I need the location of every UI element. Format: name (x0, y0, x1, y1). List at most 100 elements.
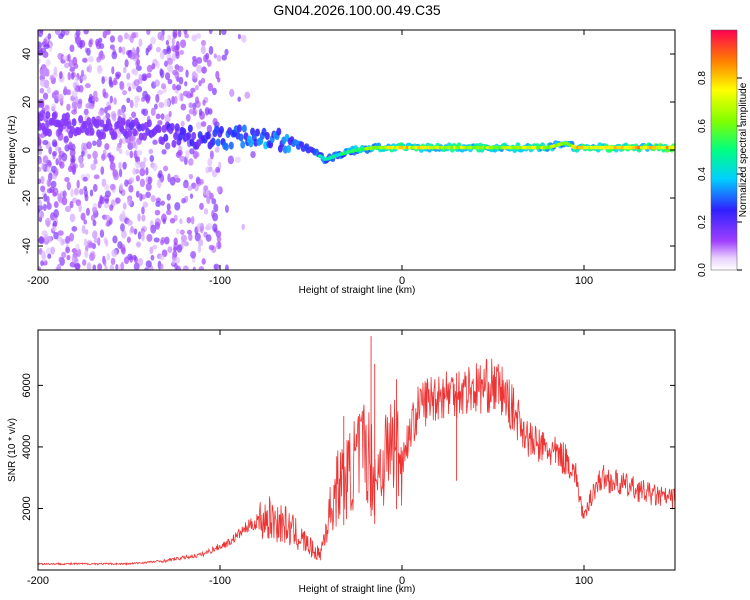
spectrogram-noise-point (127, 253, 133, 261)
spectrogram-noise-point (82, 57, 88, 63)
spectrogram-noise-point (63, 135, 69, 143)
spectrogram-noise-point (66, 103, 71, 111)
spectrogram-noise-point (207, 157, 213, 167)
spectrogram-noise-point (185, 69, 189, 78)
spectrogram-noise-point (62, 190, 67, 198)
x-tick-label: 100 (575, 575, 593, 587)
spectrogram-noise-point (127, 197, 132, 206)
spectrogram-noise-point (188, 102, 193, 109)
spectrogram-noise-point (85, 207, 90, 216)
spectrogram-noise-point (175, 228, 180, 235)
spectrogram-noise-point (38, 204, 44, 211)
colorbar-frame (710, 29, 738, 271)
y-tick-label: 0 (21, 147, 33, 153)
spectrogram-noise-point (48, 40, 52, 46)
spectrogram-noise-point (194, 185, 199, 192)
spectrogram-noise-point (137, 213, 141, 222)
spectrogram-noise-point (217, 240, 221, 249)
spectrogram-noise-point (136, 149, 143, 156)
spectrogram-noise-point (207, 82, 214, 92)
spectrogram-noise-point (141, 233, 145, 242)
spectrogram-noise-point (78, 188, 84, 195)
spectrogram-noise-point (207, 59, 212, 67)
spectrogram-noise-point (174, 257, 181, 264)
spectrogram-noise-point (167, 78, 173, 85)
spectrogram-ridge-point (101, 131, 107, 140)
spectrogram-ridge-point (178, 132, 184, 141)
spectrogram-noise-point (65, 235, 71, 244)
spectrogram-noise-point (195, 121, 202, 130)
spectrogram-ridge-point (45, 110, 51, 119)
spectrogram-noise-point (64, 176, 70, 183)
spectrogram-noise-point (90, 214, 96, 222)
colorbar-tick-label: 0.6 (697, 119, 708, 133)
spectrogram-noise-point (108, 79, 114, 86)
spectrogram-noise-point (69, 213, 76, 223)
spectrogram-noise-point (95, 38, 100, 47)
spectrogram-noise-point (84, 194, 89, 202)
spectrogram-noise-point (111, 248, 118, 258)
spectrogram-noise-point (38, 148, 43, 156)
spectrogram-noise-point (207, 108, 213, 115)
spectrogram-ridge-point (223, 142, 229, 151)
spectrogram-noise-point (213, 203, 219, 213)
spectrogram-noise-point (92, 264, 97, 270)
spectrogram-noise-point (206, 223, 213, 230)
spectrogram-noise-point (69, 44, 75, 53)
spectrogram-noise-point (155, 113, 161, 120)
spectrogram-noise-point (121, 210, 126, 219)
spectrogram-ridge-point (286, 145, 292, 154)
spectrogram-noise-point (93, 174, 100, 180)
spectrogram-noise-point (192, 59, 198, 67)
spectrogram-noise-point (92, 140, 97, 147)
spectrogram-ridge-point (66, 121, 72, 130)
spectrogram-noise-point (78, 203, 82, 213)
spectrogram-noise-point (52, 141, 58, 147)
spectrogram-noise-point (141, 214, 146, 222)
spectrogram-noise-point (85, 102, 92, 109)
spectrogram-noise-point (179, 49, 184, 56)
y-tick-label: 6000 (21, 373, 33, 397)
spectrogram-noise-point (60, 30, 66, 37)
spectrogram-noise-point (161, 149, 167, 155)
spectrogram-noise-point (178, 76, 184, 85)
spectrogram-noise-point (139, 178, 146, 188)
spectrogram-noise-point (54, 30, 61, 35)
spectrogram-noise-point (189, 148, 195, 155)
spectrogram-noise-point (146, 64, 153, 73)
spectrogram-noise-point (174, 95, 178, 104)
spectrogram-noise-point (86, 262, 92, 270)
spectrogram-noise-point (40, 211, 45, 219)
spectrogram-noise-point (61, 152, 68, 162)
spectrogram-noise-point (144, 93, 151, 102)
spectrogram-noise-point (139, 193, 143, 202)
x-tick-label: 100 (575, 275, 593, 287)
spectrogram-noise-point (167, 57, 173, 66)
spectrogram-noise-point (41, 162, 46, 171)
spectrogram-noise-point (119, 183, 124, 192)
spectrogram-noise-point (192, 109, 197, 117)
spectrogram-ridge-point (64, 112, 70, 121)
spectrogram-noise-point (136, 241, 141, 248)
spectrogram-noise-point (154, 103, 158, 110)
spectrogram-noise-point (206, 124, 213, 133)
spectrogram-noise-point (88, 252, 95, 262)
spectrogram-noise-point (134, 95, 140, 103)
spectrogram-noise-point (43, 234, 49, 242)
spectrogram-noise-point (129, 99, 134, 109)
spectrogram-noise-point (49, 74, 54, 81)
spectrogram-noise-point (168, 110, 172, 118)
spectrogram-ridge-point (169, 122, 175, 131)
spectrogram-noise-point (40, 250, 46, 259)
spectrogram-noise-point (182, 265, 189, 270)
spectrogram-ridge-layer (38, 110, 675, 165)
spectrogram-noise-point (46, 86, 51, 94)
snr-frame (37, 329, 676, 571)
spectrogram-noise-point (180, 234, 187, 243)
spectrogram-ridge-point (89, 127, 95, 136)
spectrogram-noise-point (55, 167, 59, 176)
spectrogram-noise-point (102, 149, 107, 156)
spectrogram-noise-point (130, 225, 134, 233)
spectrogram-noise-point (144, 267, 149, 270)
